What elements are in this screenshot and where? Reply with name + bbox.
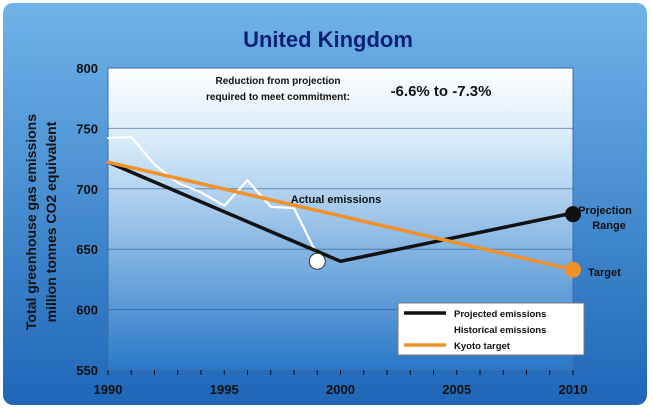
data-marker <box>565 206 581 223</box>
target-label: Target <box>588 267 621 279</box>
projection-range-label-1: Projection <box>578 205 632 217</box>
marker-layer <box>308 206 581 278</box>
y-tick-label: 600 <box>76 303 98 318</box>
chart-title: United Kingdom <box>243 27 413 52</box>
y-tick-label: 750 <box>76 121 98 136</box>
legend-label: Kyoto target <box>454 341 511 352</box>
actual-emissions-label: Actual emissions <box>291 194 381 206</box>
x-tick-label: 1990 <box>94 382 123 397</box>
legend-items: Projected emissions Historical emissions K… <box>404 309 546 352</box>
x-tick-label: 1995 <box>210 382 239 397</box>
data-marker <box>565 261 581 278</box>
series-line-projected-emissions <box>106 160 575 264</box>
data-marker <box>308 252 326 270</box>
axis-ticks: 550 600 650 700 750 800 1990 1995 2000 2005 2010 <box>76 61 587 397</box>
reduction-label-line1: Reduction from projection <box>216 76 341 87</box>
series-layer <box>106 135 575 272</box>
series-line-historical-emissions <box>106 135 319 257</box>
reduction-label-line2: required to meet commitment: <box>206 92 350 103</box>
y-axis-label: Total greenhouse gas emissions <box>23 114 39 330</box>
y-tick-label: 550 <box>76 363 98 378</box>
y-axis-label-units: million tonnes CO2 equivalent <box>43 121 59 322</box>
x-tick-label: 2000 <box>326 382 355 397</box>
projection-range-label-2: Range <box>592 220 626 232</box>
x-tick-label: 2010 <box>559 382 588 397</box>
legend-label: Historical emissions <box>454 325 546 336</box>
legend-label: Projected emissions <box>454 309 546 320</box>
x-tick-label: 2005 <box>442 382 471 397</box>
reduction-value: -6.6% to -7.3% <box>391 83 492 100</box>
y-tick-label: 700 <box>76 182 98 197</box>
series-line-kyoto-target <box>106 160 575 272</box>
y-tick-label: 650 <box>76 242 98 257</box>
legend: Projected emissions Historical emissions K… <box>397 302 585 356</box>
y-tick-label: 800 <box>76 61 98 76</box>
